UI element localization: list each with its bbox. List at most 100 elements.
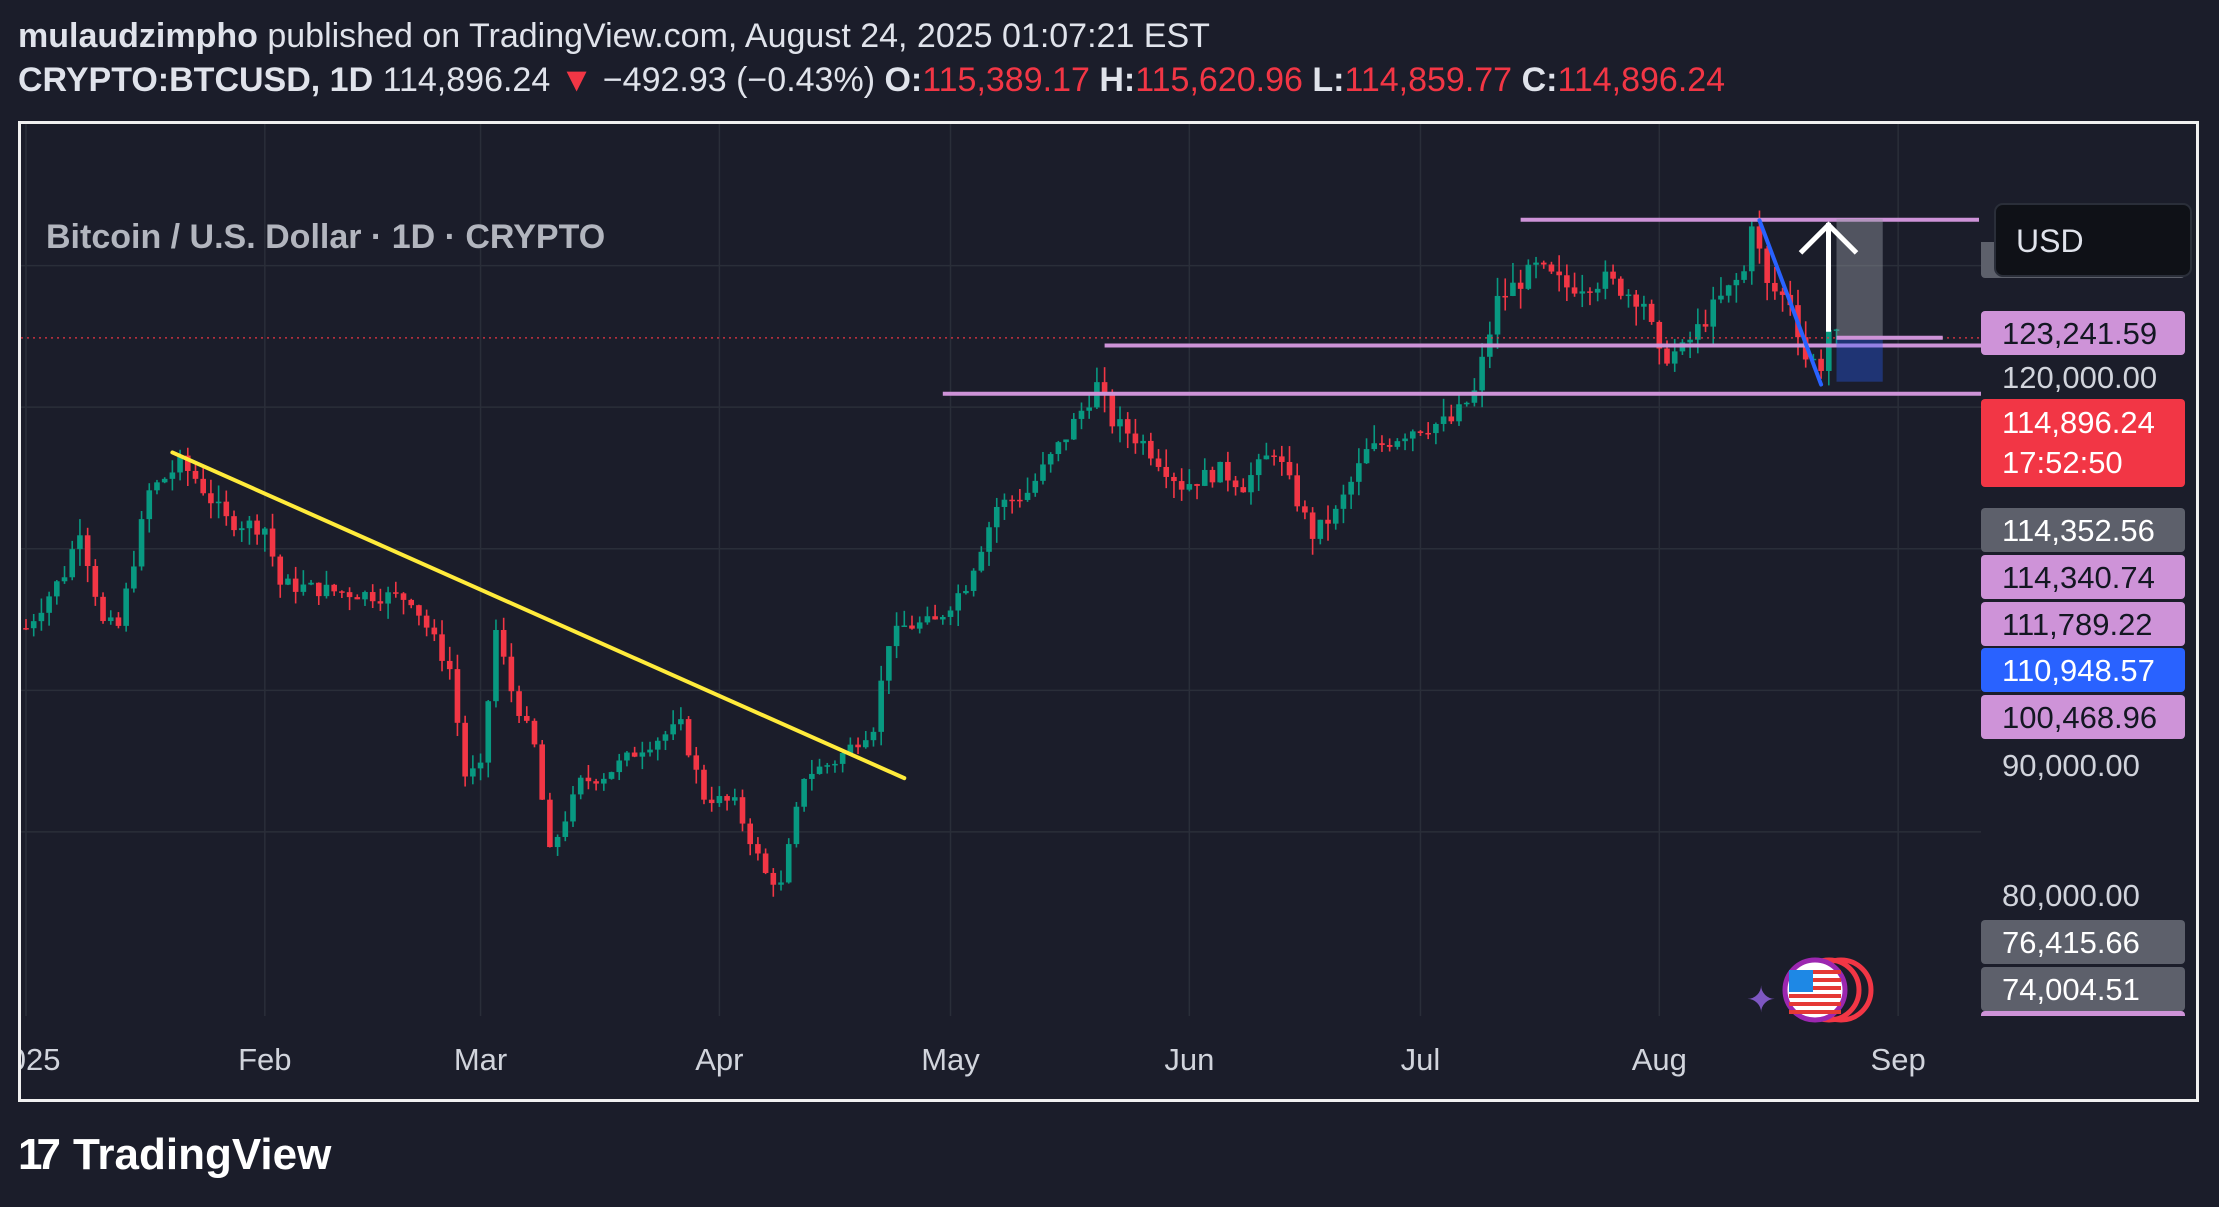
candle-up: [1201, 458, 1208, 487]
candle-up: [947, 606, 954, 626]
price-tag-label: 80,000.00: [2002, 878, 2140, 913]
candle-body: [30, 621, 37, 629]
candle-down: [1772, 266, 1778, 300]
time-axis-label: Jul: [1401, 1042, 1441, 1077]
position-stop-zone: [1836, 337, 1883, 382]
candle-body: [624, 752, 630, 761]
chart-frame[interactable]: Bitcoin / U.S. Dollar · 1D · CRYPTO123,5…: [18, 121, 2199, 1102]
candle-body: [1664, 348, 1670, 364]
candle-body: [855, 744, 861, 748]
candle-up: [1741, 265, 1747, 284]
candle-up: [138, 510, 145, 571]
candle-down: [439, 620, 445, 672]
published-text: published on TradingView.com, August 24,…: [267, 17, 1210, 55]
candle-body: [169, 472, 176, 479]
candle-body: [947, 610, 954, 617]
candle-body: [269, 528, 276, 557]
candle-up: [1248, 462, 1254, 505]
candle-body: [824, 765, 831, 767]
candle-body: [107, 617, 114, 622]
candle-up: [215, 485, 222, 519]
candle-body: [1548, 264, 1555, 272]
candle-up: [554, 834, 561, 856]
candle-down: [1379, 435, 1385, 452]
candle-up: [107, 610, 114, 625]
candle-down: [855, 737, 861, 754]
candle-up: [1718, 277, 1724, 304]
price-tag: 110,948.57: [1981, 648, 2185, 692]
candle-body: [1086, 407, 1092, 411]
candle-body: [1302, 506, 1308, 513]
candle-up: [1394, 438, 1401, 450]
candle-up: [246, 515, 253, 545]
candle-up: [1094, 367, 1100, 409]
candle-body: [708, 799, 715, 804]
candle-body: [1764, 248, 1770, 283]
candle-body: [886, 646, 892, 681]
candle-down: [1101, 367, 1108, 413]
candle-up: [1047, 452, 1054, 473]
candle-body: [993, 506, 1000, 528]
candle-body: [1463, 402, 1470, 405]
candle-down: [724, 794, 730, 811]
candle-body: [1448, 416, 1455, 422]
candle-body: [1140, 440, 1146, 444]
candle-body: [1263, 455, 1270, 460]
candle-body: [1371, 443, 1378, 450]
candle-body: [1178, 481, 1185, 490]
candle-body: [1240, 487, 1247, 493]
tradingview-footer: 17 TradingView: [18, 1130, 331, 1180]
candle-body: [339, 591, 345, 593]
candle-down: [1764, 245, 1770, 301]
candle-up: [1078, 402, 1085, 430]
currency-button-label: USD: [2016, 223, 2084, 259]
candle-body: [254, 520, 260, 535]
candle-body: [1386, 445, 1393, 447]
candle-down: [208, 479, 214, 519]
candle-body: [762, 853, 769, 873]
candle-up: [647, 741, 653, 757]
candle-body: [940, 616, 946, 620]
candle-down: [269, 513, 276, 567]
candle-body: [1564, 275, 1570, 288]
price-chart[interactable]: Bitcoin / U.S. Dollar · 1D · CRYPTO123,5…: [21, 124, 2196, 1099]
candle-body: [1117, 419, 1123, 427]
candle-body: [369, 592, 376, 602]
candle-body: [1610, 271, 1616, 279]
candle-down: [369, 584, 376, 609]
candle-up: [801, 778, 807, 812]
candle-body: [1309, 512, 1316, 539]
candle-up: [731, 788, 738, 806]
candle-body: [408, 599, 415, 606]
candle-up: [123, 582, 129, 632]
candle-up: [285, 574, 291, 586]
candle-up: [816, 758, 823, 775]
candle-body: [1656, 321, 1663, 349]
author-name[interactable]: mulaudzimpho: [18, 17, 258, 55]
candle-up: [1371, 425, 1378, 452]
candle-body: [593, 781, 599, 784]
candle-body: [131, 566, 137, 589]
low-label: L:: [1312, 61, 1345, 99]
currency-button[interactable]: USD: [1994, 203, 2192, 277]
candle-down: [1294, 463, 1301, 512]
candle-up: [1217, 461, 1223, 483]
candle-body: [485, 701, 492, 763]
candle-body: [924, 616, 931, 623]
candle-down: [1417, 430, 1424, 436]
candle-body: [454, 669, 461, 723]
candle-down: [393, 581, 399, 598]
price-tag: 114,896.24 17:52:50: [1981, 399, 2185, 487]
candle-down: [1109, 389, 1116, 434]
candle-down: [770, 868, 777, 897]
price-tag-label: 120,000.00: [2002, 360, 2157, 395]
candle-up: [608, 771, 615, 780]
candle-down: [516, 685, 522, 724]
candle-up: [1348, 476, 1354, 509]
candle-down: [1556, 255, 1562, 292]
price-change: −492.93 (−0.43%): [602, 61, 876, 99]
candle-body: [1317, 519, 1324, 539]
candle-down: [277, 554, 284, 598]
candle-body: [1340, 494, 1347, 509]
price-tag: 114,340.74: [1981, 555, 2185, 599]
